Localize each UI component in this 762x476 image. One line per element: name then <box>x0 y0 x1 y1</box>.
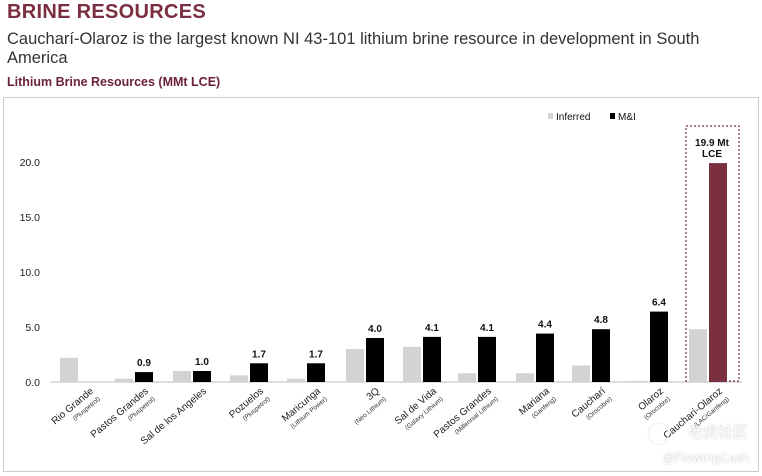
data-label: 4.8 <box>594 315 608 326</box>
data-label: 4.1 <box>480 323 494 334</box>
data-label: 4.4 <box>538 320 552 331</box>
category-label: Olaroz(Orocobre) <box>636 386 671 422</box>
bar-measured-indicated <box>536 333 554 382</box>
bar-measured-indicated <box>592 329 610 382</box>
bar-measured-indicated <box>307 363 325 382</box>
watermark-logo-icon <box>649 424 669 444</box>
bar-inferred <box>403 346 421 382</box>
data-label: 1.7 <box>309 349 323 360</box>
watermark-handle: @FlowingCash <box>662 451 750 465</box>
y-tick-label: 0.0 <box>25 377 40 389</box>
bar-inferred <box>458 373 476 382</box>
legend-label-inferred: Inferred <box>556 112 590 123</box>
category-label: Maricunga(Lithium Power) <box>280 386 329 431</box>
bar-inferred <box>346 349 364 382</box>
bar-measured-indicated <box>423 336 441 382</box>
data-label: 4.0 <box>368 324 382 335</box>
bar-inferred <box>516 373 534 382</box>
bar-inferred <box>173 371 191 382</box>
y-tick-label: 10.0 <box>20 267 41 279</box>
y-tick-label: 20.0 <box>20 157 41 169</box>
bar-measured-indicated <box>135 372 153 382</box>
bar-inferred <box>60 357 78 382</box>
legend-label-mi: M&I <box>618 112 636 123</box>
category-label: 3Q(Neo Lithium) <box>353 386 387 427</box>
highlight-label-line2: LCE <box>702 149 722 160</box>
data-label: 1.7 <box>252 349 266 360</box>
bar-measured-indicated <box>193 371 211 382</box>
bar-inferred <box>572 365 590 382</box>
watermark-text: 老虎社区 <box>687 423 748 441</box>
bar-inferred <box>230 375 248 382</box>
bar-inferred <box>287 378 305 382</box>
bar-inferred <box>115 378 133 382</box>
data-label: 0.9 <box>137 358 151 369</box>
page-heading: BRINE RESOURCES <box>7 1 206 23</box>
chart-panel <box>3 97 759 472</box>
bar-measured-indicated <box>366 338 384 382</box>
bar-measured-indicated <box>650 311 668 382</box>
category-label: Pozuelos(Pluspetrol) <box>227 386 271 423</box>
category-label: Caucharí(Orocobre) <box>570 386 614 422</box>
bar-measured-indicated <box>709 163 727 382</box>
highlight-label-line1: 19.9 Mt <box>695 138 730 149</box>
highlight-box <box>685 125 740 382</box>
y-tick-label: 5.0 <box>25 322 40 334</box>
page-subheading: Caucharí-Olaroz is the largest known NI … <box>7 30 700 67</box>
data-label: 1.0 <box>195 357 209 368</box>
legend-swatch-inferred <box>548 113 553 119</box>
bar-inferred <box>630 380 648 382</box>
data-label: 4.1 <box>425 323 439 334</box>
bar-inferred <box>689 329 707 382</box>
chart-title: Lithium Brine Resources (MMt LCE) <box>7 75 221 89</box>
category-label: Mariana(Ganfeng) <box>517 386 558 420</box>
bar-measured-indicated <box>478 336 496 382</box>
y-tick-label: 15.0 <box>20 212 41 224</box>
legend-swatch-mi <box>610 113 615 119</box>
category-label: Pastos Grandes(Millennial Lithium) <box>432 386 500 441</box>
data-label: 6.4 <box>652 298 666 309</box>
bar-measured-indicated <box>250 363 268 382</box>
